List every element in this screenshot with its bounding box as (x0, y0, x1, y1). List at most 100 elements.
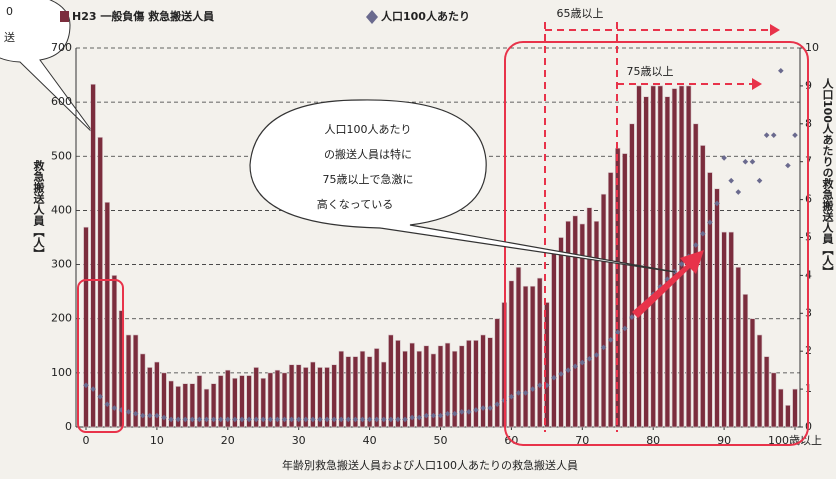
x-tick-label: 90 (717, 434, 731, 447)
y-tick-label: 0 (65, 420, 72, 433)
bar (664, 96, 671, 428)
bar (480, 334, 486, 428)
x-tick-label: 70 (575, 434, 589, 447)
callout-bubble (249, 99, 676, 273)
highlight-box (77, 279, 124, 433)
point (239, 416, 245, 423)
bar (636, 85, 642, 428)
bar (728, 231, 734, 428)
bar (487, 337, 493, 428)
point (217, 416, 224, 423)
point (451, 410, 458, 417)
point (175, 416, 181, 423)
point (83, 382, 89, 389)
callout-text: 人口100人あたり (325, 123, 412, 136)
point (792, 132, 798, 138)
point (281, 416, 288, 423)
point (593, 352, 600, 358)
bar (700, 145, 706, 428)
bar (593, 220, 600, 428)
point (579, 359, 586, 366)
bar (551, 253, 557, 428)
point (395, 416, 401, 423)
point (466, 409, 472, 415)
bar (515, 266, 522, 428)
corner-bubble (0, 0, 96, 136)
bar (494, 318, 500, 428)
bar (742, 294, 749, 428)
bar (771, 372, 777, 428)
point (444, 410, 451, 417)
point (295, 416, 302, 423)
point (714, 200, 720, 207)
bar (473, 340, 479, 428)
bar (778, 388, 784, 428)
bar (537, 277, 543, 428)
point (458, 409, 465, 415)
point (551, 374, 557, 381)
bar (154, 361, 160, 428)
point (310, 416, 316, 423)
x-tick-label: 50 (434, 434, 448, 447)
point (572, 363, 579, 370)
y-tick-label: 500 (51, 149, 72, 162)
bar (629, 123, 635, 428)
point (232, 416, 238, 423)
point (494, 401, 501, 408)
bar (579, 223, 586, 428)
bar (671, 88, 678, 428)
point (139, 412, 146, 419)
x-tick-label: 30 (292, 434, 306, 447)
point (189, 416, 196, 423)
point (196, 416, 203, 423)
bar (792, 388, 798, 428)
point (111, 405, 118, 411)
point (473, 407, 479, 413)
bar (104, 202, 110, 428)
bar (317, 367, 323, 428)
point (529, 386, 536, 392)
bar (331, 364, 337, 428)
bar (735, 266, 741, 428)
bar (459, 345, 465, 428)
point (409, 414, 415, 421)
bar (175, 386, 181, 428)
bar (607, 172, 614, 428)
bar (218, 375, 224, 428)
point (388, 416, 394, 423)
x-tick-label: 40 (363, 434, 377, 447)
bar (373, 348, 380, 428)
point (161, 414, 167, 421)
point (770, 132, 777, 138)
point (707, 219, 713, 226)
bar (303, 367, 309, 428)
bar (83, 226, 89, 428)
bar (338, 350, 344, 428)
point (125, 409, 132, 415)
point (402, 416, 408, 423)
point (132, 410, 139, 417)
y-tick-label: 100 (51, 366, 72, 379)
bar (225, 369, 231, 428)
bar (161, 372, 167, 428)
point (586, 355, 593, 362)
bar (423, 345, 430, 428)
bar (572, 215, 578, 428)
point (338, 416, 345, 423)
point (90, 386, 96, 392)
point (182, 416, 189, 423)
point (147, 412, 153, 419)
bar (388, 334, 394, 428)
bar (395, 340, 401, 428)
x-axis-label: 年齢別救急搬送人員および人口100人あたりの救急搬送人員 (282, 458, 578, 472)
point (558, 371, 564, 377)
point (104, 401, 111, 408)
bar (253, 367, 259, 428)
bar (756, 334, 763, 428)
bar (430, 353, 437, 428)
point (678, 261, 685, 267)
bar (416, 350, 422, 428)
point (622, 325, 628, 332)
bar (90, 83, 96, 428)
bar (409, 342, 415, 428)
